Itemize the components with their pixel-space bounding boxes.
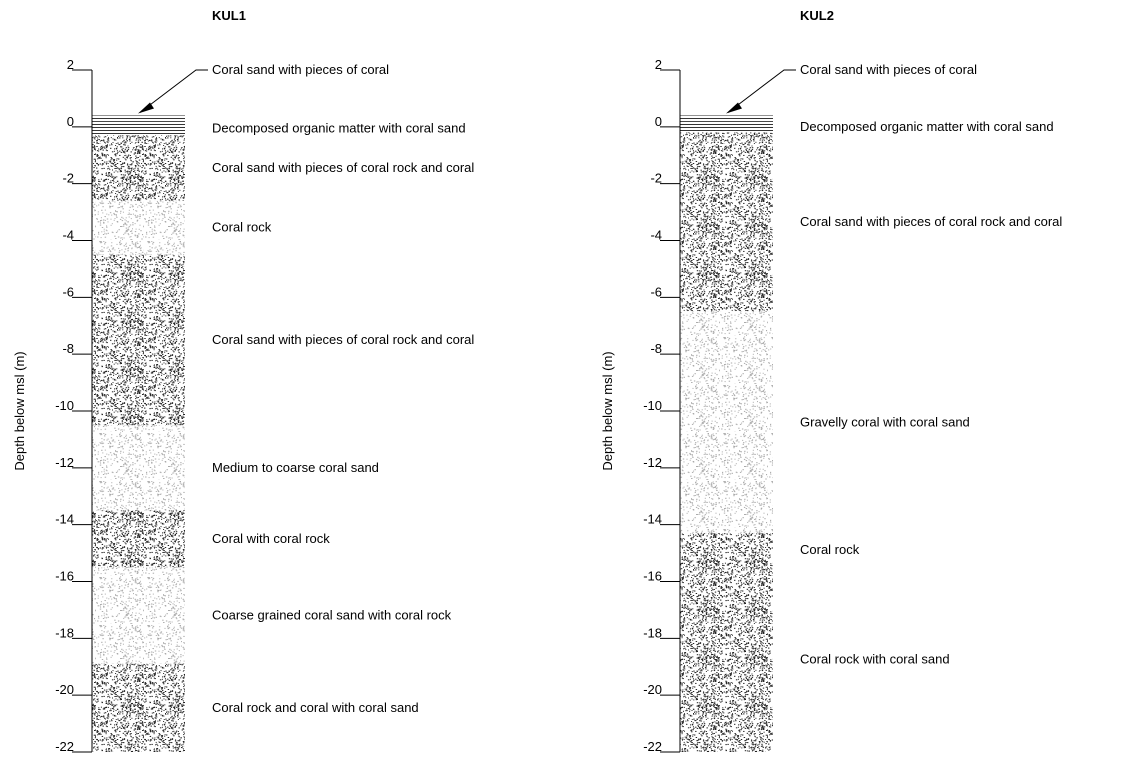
y-tick-label: -16: [55, 569, 74, 584]
layer-label: Coral sand with pieces of coral: [212, 62, 389, 77]
soil-layer: [92, 115, 185, 121]
layer-label: Coral rock with coral sand: [800, 652, 950, 667]
layer-label: Coral with coral rock: [212, 531, 330, 546]
soil-layer: [680, 121, 773, 132]
log-title: KUL1: [212, 8, 246, 23]
y-tick-label: -22: [55, 739, 74, 754]
y-tick-label: -8: [650, 341, 662, 356]
log-panel: KUL2 Depth below msl (m) Coral sand with p…: [600, 8, 1062, 754]
layer-label: Gravelly coral with coral sand: [800, 414, 970, 429]
y-tick-label: -14: [643, 512, 662, 527]
layer-label: Coral sand with pieces of coral: [800, 62, 977, 77]
y-tick-label: 2: [655, 57, 662, 72]
soil-layer: [680, 115, 773, 121]
y-tick-label: -18: [55, 625, 74, 640]
soil-layer: [92, 664, 185, 752]
layer-label: Coarse grained coral sand with coral roc…: [212, 608, 452, 623]
y-tick-label: -10: [55, 398, 74, 413]
y-tick-label: -12: [643, 455, 662, 470]
layer-label: Coral sand with pieces of coral rock and…: [212, 160, 474, 175]
y-tick-label: -10: [643, 398, 662, 413]
layer-label: Coral rock: [212, 220, 272, 235]
y-tick-label: -2: [62, 171, 74, 186]
y-tick-label: 2: [67, 57, 74, 72]
layer-label: Decomposed organic matter with coral san…: [800, 119, 1054, 134]
layer-label: Coral sand with pieces of coral rock and…: [800, 214, 1062, 229]
soil-layer: [92, 121, 185, 135]
soil-layer: [680, 133, 773, 312]
soil-layer: [680, 567, 773, 752]
soil-layer: [92, 135, 185, 200]
layer-label: Coral rock: [800, 542, 860, 557]
y-tick-label: -6: [650, 284, 662, 299]
axis-title: Depth below msl (m): [12, 351, 27, 470]
y-tick-label: -20: [55, 682, 74, 697]
soil-layer: [92, 425, 185, 510]
soil-layer: [680, 312, 773, 534]
layer-label: Coral rock and coral with coral sand: [212, 700, 419, 715]
y-tick-label: -16: [643, 569, 662, 584]
y-tick-label: -2: [650, 171, 662, 186]
log-panel: KUL1 Depth below msl (m) Coral sand with p…: [12, 8, 474, 754]
y-tick-label: -18: [643, 625, 662, 640]
borehole-logs: KUL1 Depth below msl (m) Coral sand with p…: [0, 0, 1133, 760]
layer-label: Coral sand with pieces of coral rock and…: [212, 332, 474, 347]
y-tick-label: -14: [55, 512, 74, 527]
log-title: KUL2: [800, 8, 834, 23]
axis-title: Depth below msl (m): [600, 351, 615, 470]
soil-layer: [92, 567, 185, 664]
y-tick-label: -4: [650, 228, 662, 243]
y-tick-label: -12: [55, 455, 74, 470]
y-tick-label: -20: [643, 682, 662, 697]
layer-label: Decomposed organic matter with coral san…: [212, 120, 466, 135]
soil-layer: [92, 201, 185, 255]
y-tick-label: 0: [655, 114, 662, 129]
soil-layer: [92, 255, 185, 425]
y-tick-label: -4: [62, 228, 74, 243]
soil-layer: [680, 533, 773, 567]
y-tick-label: -22: [643, 739, 662, 754]
layer-label: Medium to coarse coral sand: [212, 460, 379, 475]
soil-layer: [92, 510, 185, 567]
y-tick-label: -8: [62, 341, 74, 356]
y-tick-label: -6: [62, 284, 74, 299]
y-tick-label: 0: [67, 114, 74, 129]
